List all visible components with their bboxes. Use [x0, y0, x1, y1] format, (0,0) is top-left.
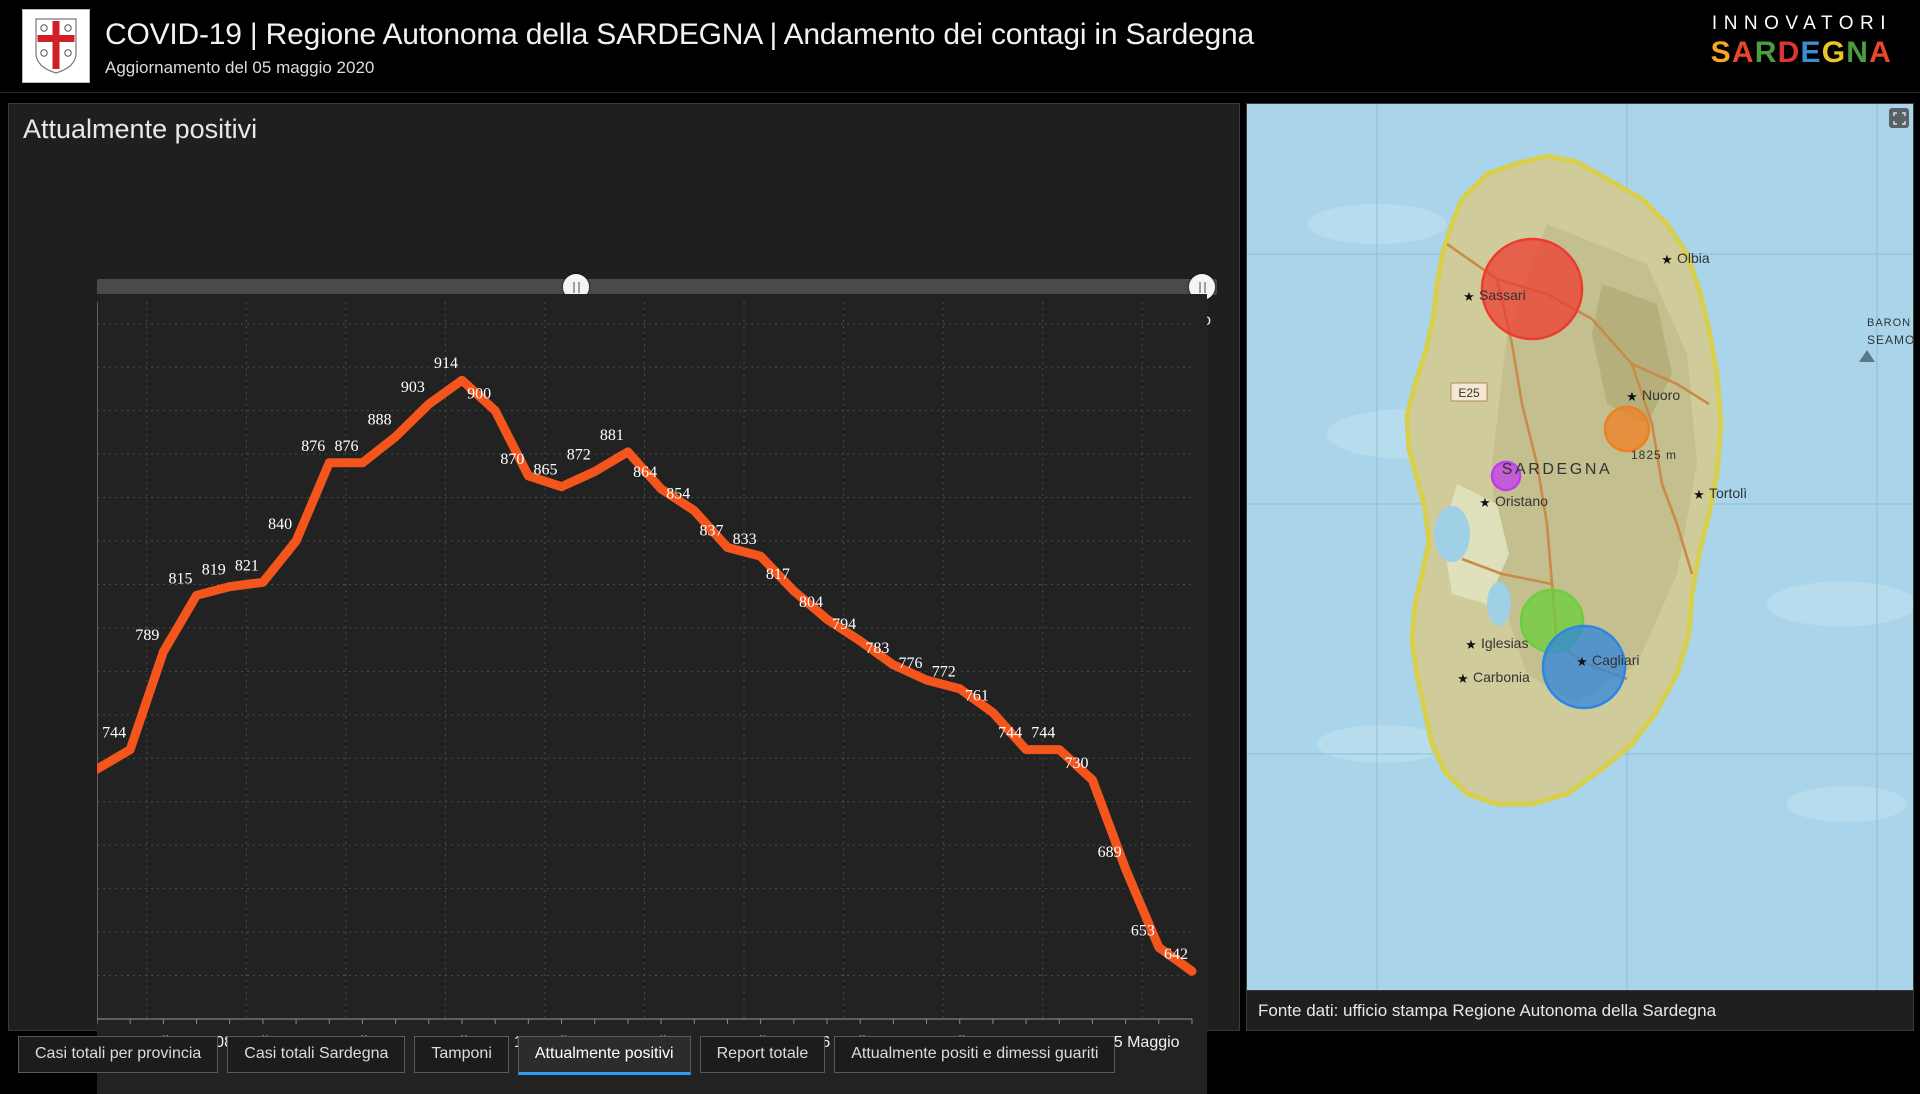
tab-casi-totali-sardegna[interactable]: Casi totali Sardegna [227, 1036, 406, 1073]
svg-text:★: ★ [1576, 654, 1588, 669]
svg-text:888: 888 [368, 412, 392, 429]
svg-text:876: 876 [301, 438, 325, 455]
brand-top-text: INNOVATORI [1711, 13, 1892, 34]
innovatori-sardegna-logo: INNOVATORI SARDEGNA [1706, 14, 1892, 68]
svg-text:744: 744 [102, 725, 126, 742]
tab-tamponi[interactable]: Tamponi [414, 1036, 509, 1073]
tab-label: Report totale [716, 1045, 809, 1062]
tab-report-totale[interactable]: Report totale [699, 1036, 826, 1073]
svg-text:★: ★ [1479, 495, 1491, 510]
tab-label: Attualmente positivi [534, 1045, 674, 1062]
svg-text:★: ★ [1626, 389, 1638, 404]
map-city-label: Tortolì [1709, 485, 1747, 501]
svg-text:772: 772 [932, 664, 956, 681]
svg-text:E25: E25 [1458, 386, 1480, 400]
svg-text:876: 876 [334, 438, 358, 455]
svg-text:854: 854 [666, 486, 690, 503]
svg-text:730: 730 [1064, 755, 1088, 772]
svg-text:865: 865 [534, 462, 558, 479]
svg-text:744: 744 [1031, 725, 1055, 742]
svg-text:★: ★ [1457, 671, 1469, 686]
chart-panel: Attualmente positivi Mostra tutto 620640… [8, 103, 1240, 1094]
svg-text:804: 804 [799, 594, 823, 611]
map-panel: SARDEGNA E25 1825 m BARON SEAMOU ★ Olbia ★ Sassa… [1246, 103, 1914, 1031]
svg-text:872: 872 [567, 446, 591, 463]
svg-text:870: 870 [500, 451, 524, 468]
svg-text:794: 794 [832, 616, 856, 633]
tab-attualmente-positi-e-dimessi-guariti[interactable]: Attualmente positi e dimessi guariti [834, 1036, 1116, 1073]
tab-bar: Casi totali per provincia Casi totali Sar… [18, 1036, 1116, 1075]
brand-bottom-text: SARDEGNA [1710, 36, 1892, 69]
svg-text:914: 914 [434, 355, 458, 372]
svg-text:783: 783 [865, 640, 889, 657]
svg-text:05 Maggio: 05 Maggio [1105, 1034, 1180, 1051]
svg-text:776: 776 [899, 655, 923, 672]
svg-text:653: 653 [1131, 922, 1155, 939]
page-title: COVID-19 | Regione Autonoma della SARDEG… [105, 18, 1255, 51]
sardinia-map[interactable]: SARDEGNA E25 1825 m BARON SEAMOU ★ Olbia ★ Sassa… [1247, 104, 1913, 990]
svg-text:840: 840 [268, 516, 292, 533]
app-header: COVID-19 | Regione Autonoma della SARDEG… [0, 0, 1920, 93]
svg-text:881: 881 [600, 427, 624, 444]
svg-text:★: ★ [1463, 289, 1475, 304]
map-city-label: Sassari [1479, 287, 1526, 303]
line-chart-plot[interactable]: 6206406606807007207407607808008208408608… [97, 294, 1207, 1094]
svg-text:642: 642 [1164, 946, 1188, 963]
svg-text:833: 833 [733, 531, 757, 548]
tab-label: Attualmente positi e dimessi guariti [851, 1045, 1099, 1062]
svg-text:821: 821 [235, 557, 259, 574]
svg-text:★: ★ [1693, 487, 1705, 502]
tab-label: Casi totali Sardegna [244, 1045, 389, 1062]
sardinia-coat-of-arms [22, 9, 90, 83]
tab-label: Tamponi [431, 1045, 492, 1062]
svg-text:819: 819 [202, 562, 226, 579]
map-city-label: Cagliari [1592, 652, 1639, 668]
map-city-label: Iglesias [1481, 635, 1528, 651]
svg-text:815: 815 [169, 570, 193, 587]
tab-attualmente-positivi[interactable]: Attualmente positivi [517, 1036, 691, 1075]
map-city-label: Olbia [1677, 250, 1710, 266]
svg-text:★: ★ [1661, 252, 1673, 267]
tab-casi-totali-per-provincia[interactable]: Casi totali per provincia [18, 1036, 219, 1073]
map-city-label: Carbonia [1473, 669, 1530, 685]
svg-text:761: 761 [965, 688, 989, 705]
tab-label: Casi totali per provincia [35, 1045, 202, 1062]
range-slider-track[interactable] [97, 274, 1217, 300]
svg-text:689: 689 [1098, 844, 1122, 861]
svg-text:903: 903 [401, 379, 425, 396]
svg-text:817: 817 [766, 566, 790, 583]
svg-text:744: 744 [998, 725, 1022, 742]
svg-text:837: 837 [699, 523, 723, 540]
map-city-label: Nuoro [1642, 387, 1680, 403]
svg-text:SARDEGNA: SARDEGNA [1502, 461, 1613, 478]
svg-text:900: 900 [467, 386, 491, 403]
svg-text:SEAMOU: SEAMOU [1867, 333, 1913, 347]
map-city-label: Oristano [1495, 493, 1548, 509]
svg-text:789: 789 [135, 627, 159, 644]
page-subtitle: Aggiornamento del 05 maggio 2020 [105, 58, 375, 77]
svg-text:BARON: BARON [1867, 317, 1911, 329]
expand-icon[interactable] [1889, 108, 1909, 128]
svg-text:★: ★ [1465, 637, 1477, 652]
svg-text:1825 m: 1825 m [1631, 448, 1677, 462]
chart-title: Attualmente positivi [23, 114, 258, 144]
map-caption: Fonte dati: ufficio stampa Regione Auton… [1247, 990, 1913, 1030]
svg-text:864: 864 [633, 464, 657, 481]
